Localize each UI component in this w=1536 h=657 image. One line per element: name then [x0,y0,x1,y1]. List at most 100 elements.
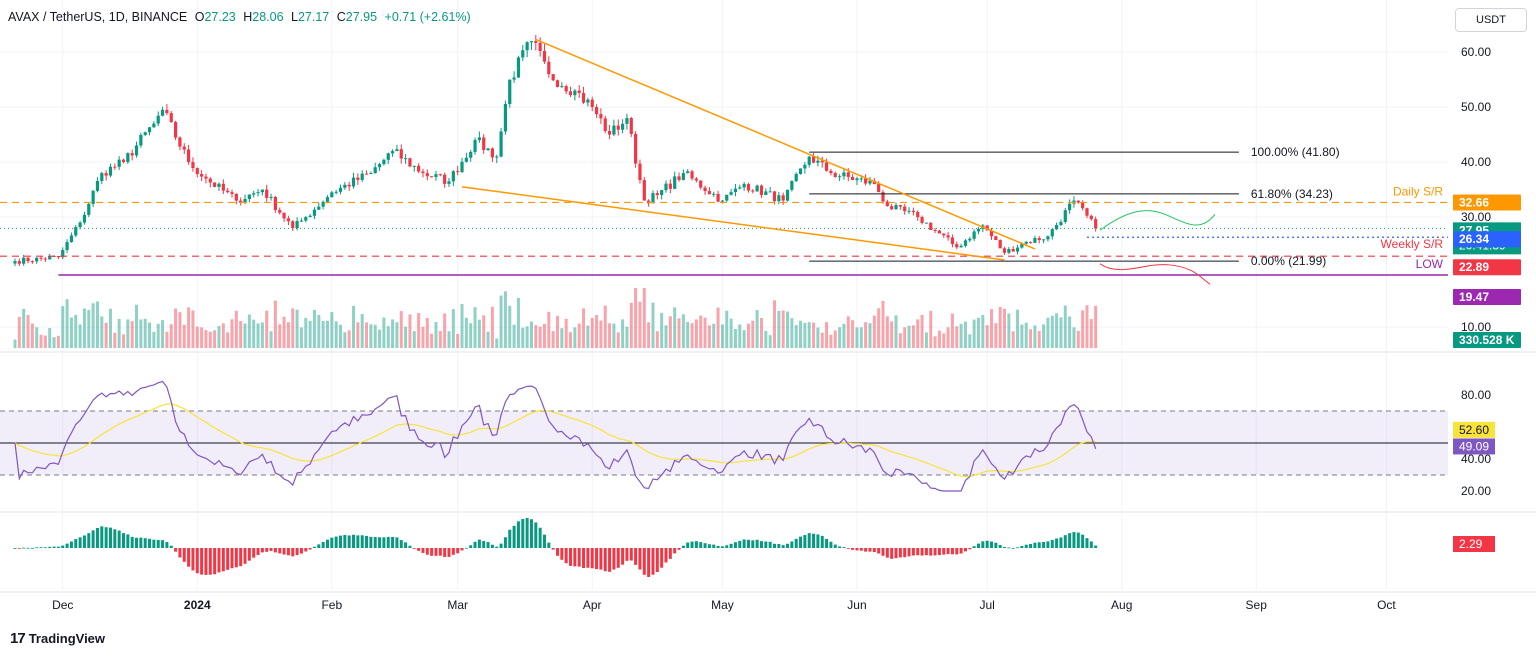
macd-bar [187,548,191,567]
macd-bar [851,548,855,550]
candle [317,202,321,211]
fib-618-label: 61.80% (34.23) [1251,187,1333,201]
candle [1076,200,1080,204]
macd-bar [304,548,308,552]
candle-body [885,201,889,207]
volume-bar [677,318,681,348]
candle [937,229,942,234]
candle-body [399,149,403,159]
macd-value-tag-text: 2.29 [1459,537,1483,551]
candle-body [187,149,191,163]
volume-bar [56,335,60,348]
currency-button[interactable]: USDT [1455,8,1527,32]
volume-bar [686,321,690,348]
candle [443,172,447,188]
macd-bar [278,548,282,554]
macd-bar [208,548,212,575]
macd-bar [638,548,642,570]
volume-bar [1081,310,1085,348]
macd-bar [200,548,204,575]
macd-bar [569,548,573,566]
candle [616,119,620,136]
macd-bar [295,548,299,556]
candle-body [803,164,807,169]
rsi-axis-tick: 20.00 [1461,484,1491,498]
volume-bar [525,326,529,348]
volume-bar [972,319,976,348]
volume-bar [412,331,416,348]
volume-bar [273,300,277,348]
daily-sr-label: Daily S/R [1393,184,1443,198]
volume-bar [352,305,356,348]
volume-bar [529,321,533,348]
macd-bar [668,548,672,559]
candle-body [239,200,243,203]
volume-bar [1007,313,1011,348]
candle [855,176,859,185]
macd-bar [204,548,208,575]
candle [885,199,889,207]
volume-bar [74,314,78,348]
volume-bar [417,313,421,348]
volume-bar [534,325,538,348]
candle-body [538,42,542,51]
volume-bar [820,332,824,348]
volume-bar [421,326,425,348]
volume-bar [586,325,590,348]
macd-bar [1046,541,1050,548]
candle-body [347,184,351,187]
volume-bar [920,314,924,348]
macd-bar [117,530,121,548]
candle [668,179,672,194]
candle-body [755,185,759,192]
candle-body [859,178,863,180]
candle [746,182,751,193]
candle [768,186,772,193]
candle-body [334,191,338,193]
candle [838,174,842,182]
low-label: LOW [1416,257,1444,271]
candle [347,181,351,191]
candle-body [894,205,898,210]
macd-bar [347,535,351,548]
daily-sr-price-tag-bg [1453,194,1521,211]
candle [1015,244,1020,255]
candle [586,97,590,107]
candle-body [273,196,277,211]
grid-lines [0,0,1448,590]
volume-bar [195,326,199,348]
macd-bar [681,545,685,548]
macd-bar [890,548,894,559]
volume-bar [61,306,65,348]
candle-body [373,167,377,174]
volume-bar [230,319,234,348]
volume-bar [299,327,303,348]
volume-bar [252,319,256,348]
macd-bar [130,536,134,548]
candle [330,190,334,198]
candle [169,111,173,123]
volume-bar [391,319,395,348]
volume-bar [681,314,685,348]
macd-bar [534,522,538,548]
macd-bar [582,548,586,569]
daily-sr-price-tag-text: 32.66 [1459,195,1489,209]
candle-body [104,173,108,176]
volume-bar [339,324,342,348]
macd-bar [946,548,950,555]
candle [564,84,568,95]
fib-100-label: 100.00% (41.80) [1251,145,1340,159]
volume-bar [855,327,859,348]
candle [399,144,403,164]
volume-bar [712,323,716,348]
candle-body [651,193,655,204]
macd-bar [551,548,555,550]
candle-body [443,174,447,184]
candle [594,104,599,118]
volume-bar [291,308,295,348]
candle [881,189,885,204]
macd-bar [599,548,603,570]
candle [1089,214,1093,221]
macd-bar [191,548,195,571]
